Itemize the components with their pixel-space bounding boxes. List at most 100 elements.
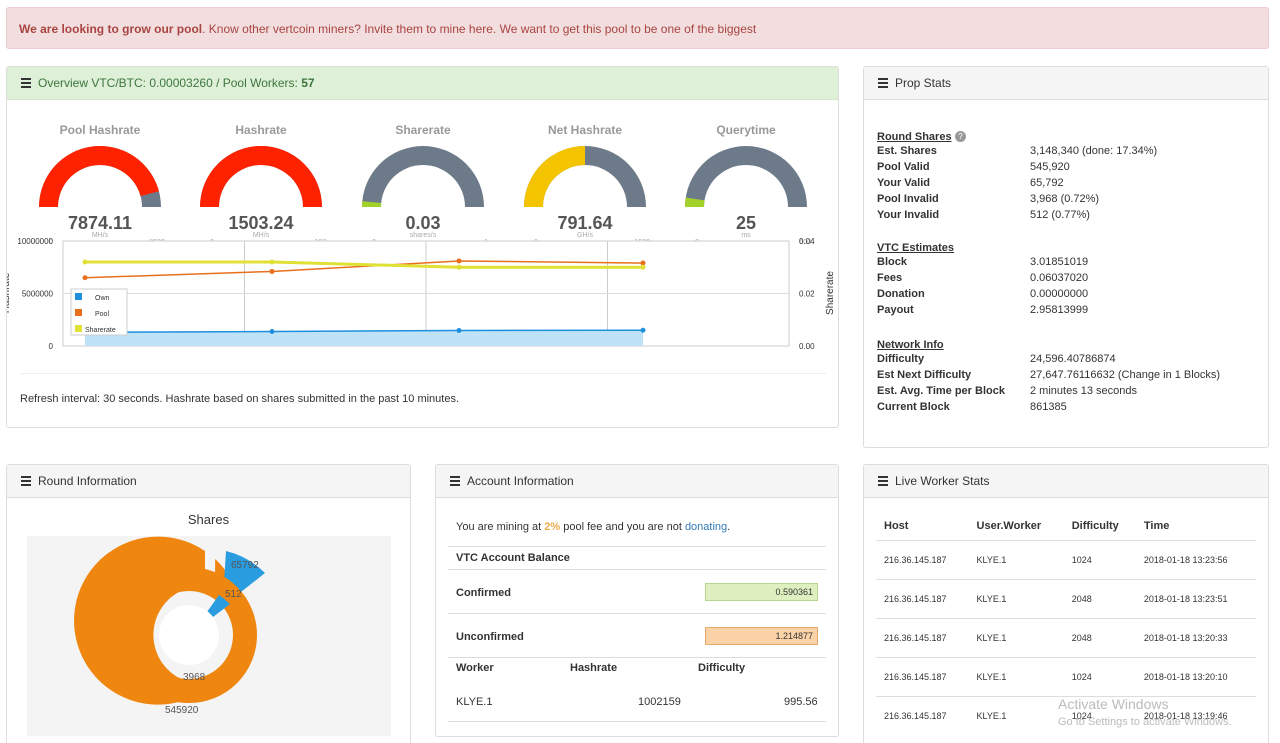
- y-axis-label: Hashrate: [7, 272, 12, 313]
- gauge-fill: [39, 146, 159, 207]
- info-icon[interactable]: ?: [954, 131, 966, 143]
- round-info-panel: Round Information Shares 65792 512 3968 …: [6, 464, 411, 743]
- activate-windows-subtitle: Go to Settings to activate Windows.: [1058, 716, 1232, 728]
- stat-value: 2 minutes 13 seconds: [1030, 385, 1138, 397]
- gauge-value: 1503.24: [228, 213, 294, 233]
- table-cell: 2018-01-18 13:19:46: [1135, 695, 1256, 735]
- live-worker-table: Host User.Worker Difficulty Time 216.36.145.…: [876, 512, 1256, 735]
- table-cell: 2048: [1063, 578, 1136, 618]
- round-info-title: Round Information: [38, 474, 137, 488]
- fee-value: 2%: [544, 521, 561, 533]
- pool-invalid-label: 3968: [183, 672, 206, 683]
- round-shares-section: Round Shares ? Est. Shares 3,148,340 (don…: [877, 129, 1157, 223]
- stat-label: Pool Invalid: [877, 193, 939, 205]
- stat-label: Payout: [877, 304, 914, 316]
- mining-fee-text: You are mining at 2% pool fee and you ar…: [456, 521, 731, 533]
- gauge-unit: GH/s: [577, 232, 593, 239]
- y2-tick-label: 0.02: [799, 290, 815, 299]
- your-invalid-label: 512: [225, 589, 242, 600]
- col-header: Time: [1143, 519, 1170, 532]
- donating-link[interactable]: donating: [684, 521, 728, 533]
- table-cell: 216.36.145.187: [876, 656, 969, 696]
- balance-title: VTC Account Balance: [456, 552, 570, 564]
- gauge-title: Pool Hashrate: [59, 123, 141, 137]
- y2-tick-label: 0.00: [799, 342, 815, 351]
- gauge-dial: [362, 146, 484, 207]
- gauge-track: [685, 146, 807, 207]
- gauge-dial: [685, 146, 807, 207]
- unconfirmed-label: Unconfirmed: [456, 631, 524, 643]
- account-info-heading: Account Information: [436, 465, 838, 498]
- gauge-unit: MH/s: [252, 232, 270, 239]
- gauge-fill: [362, 201, 382, 207]
- vtc-estimates-table: Block 3.01851019 Fees 0.06037020 Donation 0.0…: [877, 254, 1088, 318]
- data-point: [456, 258, 462, 264]
- stat-label: Pool Valid: [877, 161, 930, 173]
- round-shares-title: Round Shares: [877, 131, 952, 143]
- y2-tick-label: 0.04: [799, 237, 815, 246]
- hashrate-chart: 10000000 5000000 0 0.04 0.02 0.00 Hashrate Shar…: [7, 237, 836, 351]
- y-tick-label: 10000000: [17, 237, 53, 246]
- your-valid-label: 65792: [231, 560, 259, 571]
- activate-windows-title: Activate Windows: [1058, 696, 1169, 712]
- y-tick-label: 0: [49, 342, 54, 351]
- stat-label: Your Valid: [877, 177, 930, 189]
- table-row: 216.36.145.187 KLYE.1 1024 2018-01-18 13:20…: [876, 656, 1256, 696]
- data-point: [269, 268, 275, 274]
- overview-heading: Overview VTC/BTC: 0.00003260 / Pool Work…: [7, 67, 838, 100]
- menu-icon: [878, 474, 888, 488]
- stat-label: Difficulty: [877, 353, 925, 365]
- stat-value: 3,148,340 (done: 17.34%): [1030, 145, 1158, 157]
- series-line-sharerate: [85, 260, 643, 269]
- gauge-title: Net Hashrate: [547, 123, 623, 137]
- gauge-min: 0: [49, 239, 53, 246]
- legend-swatch: [75, 309, 82, 316]
- col-header: Difficulty: [1071, 519, 1119, 532]
- gauge-dial: [39, 146, 161, 207]
- data-point: [456, 264, 462, 270]
- table-row: 216.36.145.187 KLYE.1 2048 2018-01-18 13:20…: [876, 617, 1256, 657]
- y-tick-label: 5000000: [22, 290, 54, 299]
- data-point: [640, 264, 646, 270]
- table-cell: 216.36.145.187: [876, 578, 969, 618]
- table-cell: 2018-01-18 13:20:10: [1135, 656, 1256, 696]
- stat-label: Current Block: [877, 401, 950, 413]
- table-cell: 216.36.145.187: [876, 695, 969, 735]
- stat-row: Est. Shares 3,148,340 (done: 17.34%): [877, 143, 1157, 159]
- gauge-title: Sharerate: [395, 123, 451, 137]
- alert-bold-text: We are looking to grow our pool: [19, 22, 203, 36]
- legend-swatch: [75, 325, 82, 332]
- col-header: User.Worker: [976, 519, 1042, 532]
- y2-axis-label: Sharerate: [825, 271, 836, 315]
- table-cell: 216.36.145.187: [876, 539, 969, 579]
- account-info-title: Account Information: [467, 474, 574, 488]
- unconfirmed-balance: 1.214877: [705, 627, 818, 645]
- alert-text: . Know other vertcoin miners? Invite the…: [202, 22, 757, 36]
- network-info-section: Network Info Difficulty 24,596.40786874 Es…: [877, 339, 1220, 415]
- gauge-fill: [685, 197, 705, 207]
- confirmed-balance: 0.590361: [705, 583, 818, 601]
- legend-swatch: [75, 293, 82, 300]
- data-point: [82, 275, 88, 281]
- gauge-track: [362, 146, 484, 207]
- data-point: [82, 259, 88, 265]
- table-cell: KLYE.1: [968, 539, 1064, 579]
- stat-label: Fees: [877, 272, 903, 284]
- stat-row: Current Block 861385: [877, 399, 1220, 415]
- data-point: [269, 259, 275, 265]
- stat-label: Your Invalid: [877, 209, 940, 221]
- table-cell: 2018-01-18 13:23:56: [1135, 539, 1256, 579]
- prop-stats-heading: Prop Stats: [864, 67, 1268, 100]
- prop-stats-panel: Prop Stats Round Shares ? Est. Shares 3,1…: [863, 66, 1269, 448]
- overview-panel: Overview VTC/BTC: 0.00003260 / Pool Work…: [6, 66, 839, 428]
- overview-title: Overview VTC/BTC: 0.00003260 / Pool Work…: [38, 76, 315, 90]
- vtc-estimates-title: VTC Estimates: [877, 242, 955, 254]
- table-cell: KLYE.1: [968, 695, 1064, 735]
- refresh-info: Refresh interval: 30 seconds. Hashrate b…: [20, 393, 460, 405]
- col-hashrate: Hashrate: [570, 662, 618, 674]
- stat-row: Difficulty 24,596.40786874: [877, 351, 1220, 367]
- inner-ring: [121, 567, 257, 703]
- gauge-value: 25: [735, 213, 757, 233]
